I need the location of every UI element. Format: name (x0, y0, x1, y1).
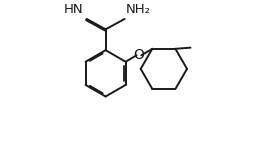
Text: HN: HN (63, 3, 83, 16)
Text: O: O (134, 48, 144, 62)
Text: NH₂: NH₂ (126, 3, 151, 16)
